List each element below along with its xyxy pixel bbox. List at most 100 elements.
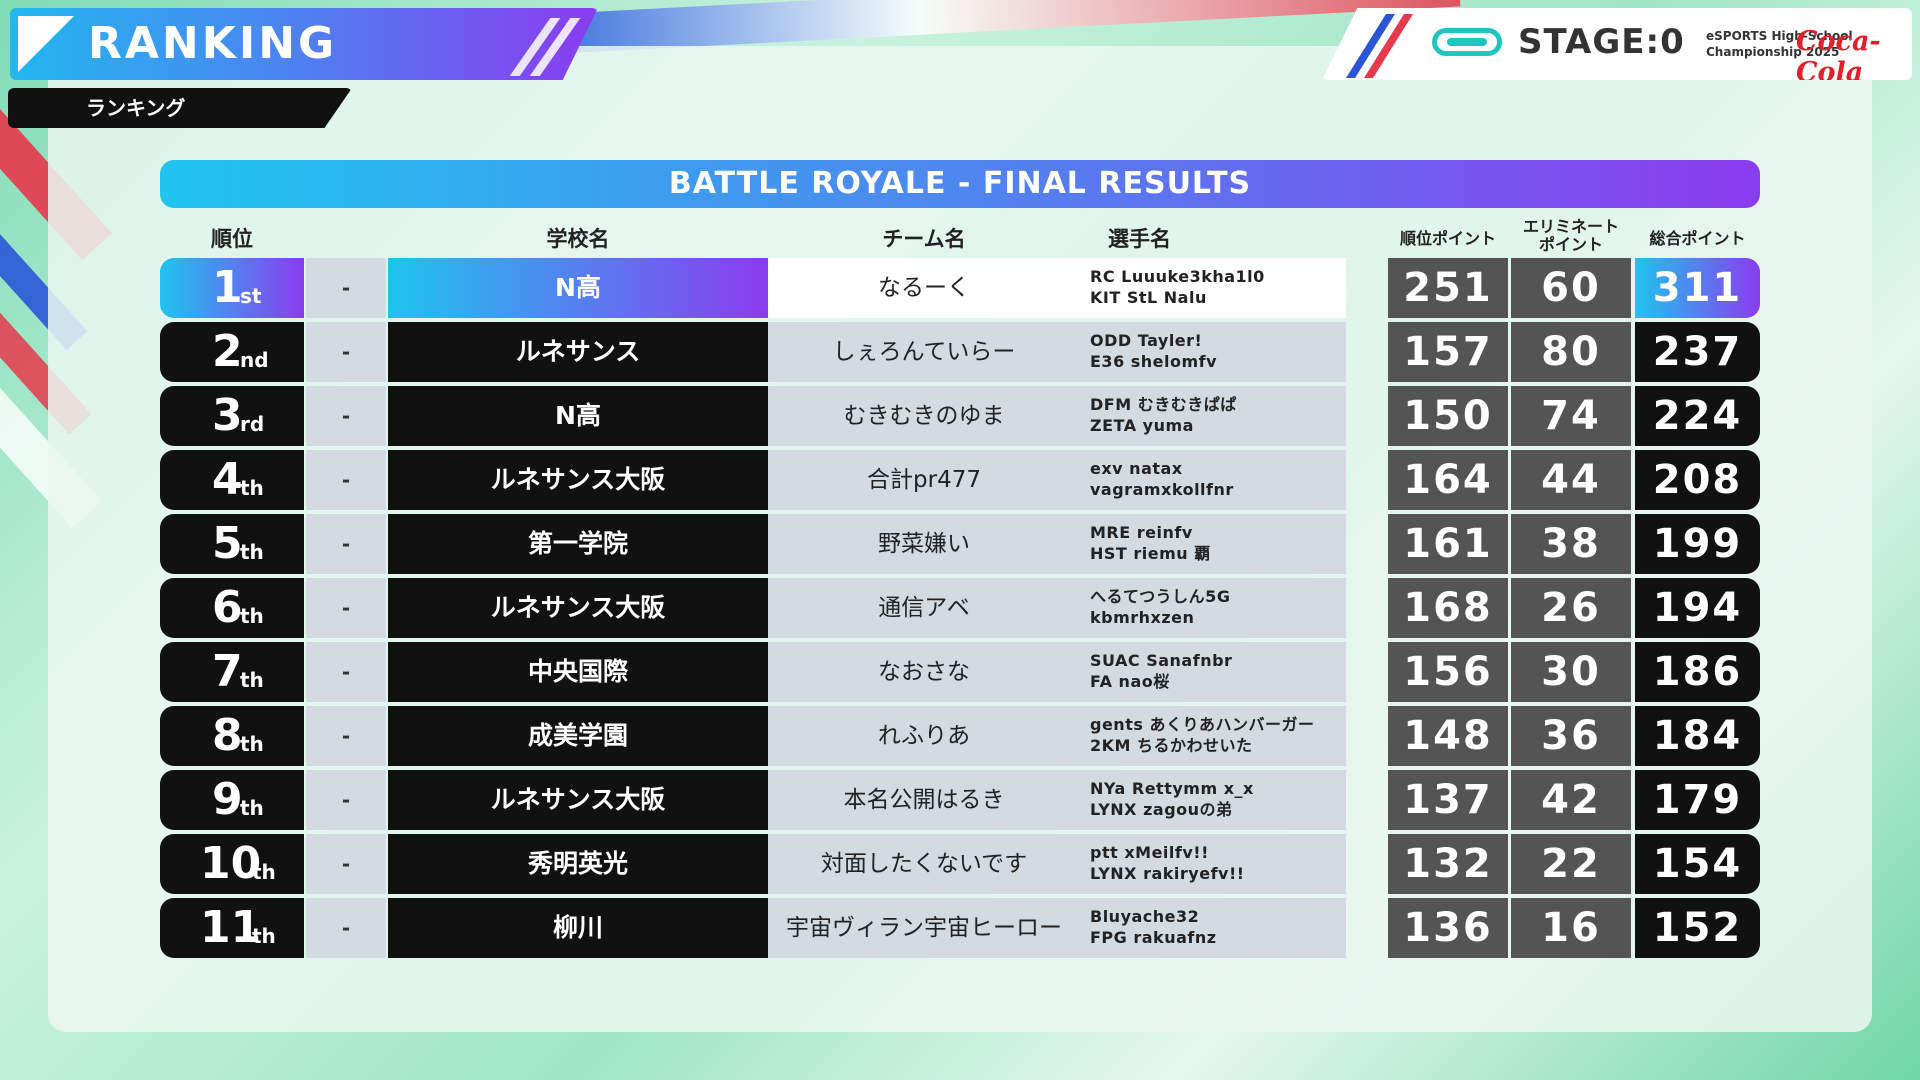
elimination-points-cell: 22 [1511, 834, 1631, 894]
school-cell: 中央国際 [388, 642, 768, 702]
player-name: vagramxkollfnr [1090, 480, 1234, 499]
player-name: NYa Rettymm x_x [1090, 779, 1254, 798]
total-points-cell: 224 [1635, 386, 1760, 446]
players-cell: ODD Tayler! E36 shelomfv [1080, 322, 1346, 382]
rank-number: 7 [212, 646, 243, 697]
player-name: LYNX zagouの弟 [1090, 800, 1233, 819]
rank-number: 11 [200, 902, 262, 953]
championship-label: eSPORTS High-School Championship 2025 [1706, 29, 1853, 59]
player-name: ODD Tayler! [1090, 331, 1203, 350]
prev-rank-cell: - [306, 706, 386, 766]
school-cell: 成美学園 [388, 706, 768, 766]
total-points-cell: 154 [1635, 834, 1760, 894]
placement-points-cell: 136 [1388, 898, 1508, 958]
player-name: LYNX rakiryefv!! [1090, 864, 1245, 883]
team-cell: 本名公開はるき [768, 770, 1080, 830]
player-name: SUAC Sanafnbr [1090, 651, 1233, 670]
team-cell: なおさな [768, 642, 1080, 702]
total-points-cell: 179 [1635, 770, 1760, 830]
placement-points-cell: 161 [1388, 514, 1508, 574]
player-name: FPG rakuafnz [1090, 928, 1217, 947]
elimination-points-cell: 60 [1511, 258, 1631, 318]
prev-rank-cell: - [306, 450, 386, 510]
placement-points-cell: 251 [1388, 258, 1508, 318]
rank-suffix: rd [240, 412, 265, 436]
player-name: へるてつうしん5G [1090, 587, 1231, 606]
players-cell: へるてつうしん5G kbmrhxzen [1080, 578, 1346, 638]
player-name: RC Luuuke3kha1l0 [1090, 267, 1265, 286]
col-header-placement-points: 順位ポイント [1399, 229, 1496, 248]
placement-points-cell: 157 [1388, 322, 1508, 382]
team-cell: なるーく [768, 258, 1080, 318]
placement-points-cell: 132 [1388, 834, 1508, 894]
rank-number: 9 [212, 774, 243, 825]
school-cell: 秀明英光 [388, 834, 768, 894]
players-cell: MRE reinfv HST riemu 覇 [1080, 514, 1346, 574]
results-banner: BATTLE ROYALE - FINAL RESULTS [160, 160, 1760, 208]
player-name: gents あくりあハンバーガー [1090, 715, 1315, 734]
player-name: HST riemu 覇 [1090, 544, 1211, 563]
player-name: FA nao桜 [1090, 672, 1170, 691]
team-cell: むきむきのゆま [768, 386, 1080, 446]
total-points-cell: 311 [1635, 258, 1760, 318]
player-name: KIT StL Nalu [1090, 288, 1207, 307]
rank-number: 6 [212, 582, 243, 633]
placement-points-cell: 156 [1388, 642, 1508, 702]
total-points-cell: 199 [1635, 514, 1760, 574]
rank-number: 5 [212, 518, 243, 569]
prev-rank-cell: - [306, 514, 386, 574]
prev-rank-cell: - [306, 258, 386, 318]
elimination-points-cell: 38 [1511, 514, 1631, 574]
player-name: ptt xMeilfv!! [1090, 843, 1209, 862]
team-cell: しぇろんていらー [768, 322, 1080, 382]
player-name: DFM むきむきぱぱ [1090, 395, 1237, 414]
team-cell: 野菜嫌い [768, 514, 1080, 574]
total-points-cell: 237 [1635, 322, 1760, 382]
school-cell: 第一学院 [388, 514, 768, 574]
player-name: kbmrhxzen [1090, 608, 1195, 627]
elimination-points-cell: 16 [1511, 898, 1631, 958]
elimination-points-cell: 26 [1511, 578, 1631, 638]
stage-logo-text: STAGE:0 [1518, 22, 1685, 62]
elimination-points-cell: 30 [1511, 642, 1631, 702]
rank-number: 4 [212, 454, 243, 505]
player-name: MRE reinfv [1090, 523, 1193, 542]
team-cell: 通信アベ [768, 578, 1080, 638]
stage-logo-icon [1432, 28, 1502, 56]
col-header-players: 選手名 [1108, 227, 1171, 251]
team-cell: れふりあ [768, 706, 1080, 766]
elimination-points-cell: 80 [1511, 322, 1631, 382]
placement-points-cell: 137 [1388, 770, 1508, 830]
placement-points-cell: 150 [1388, 386, 1508, 446]
players-cell: DFM むきむきぱぱ ZETA yuma [1080, 386, 1346, 446]
rank-suffix: th [240, 604, 264, 628]
player-name: Bluyache32 [1090, 907, 1200, 926]
ranking-header: RANKING [10, 8, 598, 80]
rank-suffix: nd [240, 348, 269, 372]
page-title: RANKING [88, 18, 338, 69]
school-cell: 柳川 [388, 898, 768, 958]
player-name: E36 shelomfv [1090, 352, 1218, 371]
elimination-points-cell: 74 [1511, 386, 1631, 446]
col-header-rank: 順位 [211, 227, 253, 251]
team-cell: 宇宙ヴィラン宇宙ヒーロー [768, 898, 1080, 958]
prev-rank-cell: - [306, 642, 386, 702]
rank-suffix: th [252, 860, 276, 884]
elimination-points-cell: 42 [1511, 770, 1631, 830]
school-cell: N高 [388, 258, 768, 318]
